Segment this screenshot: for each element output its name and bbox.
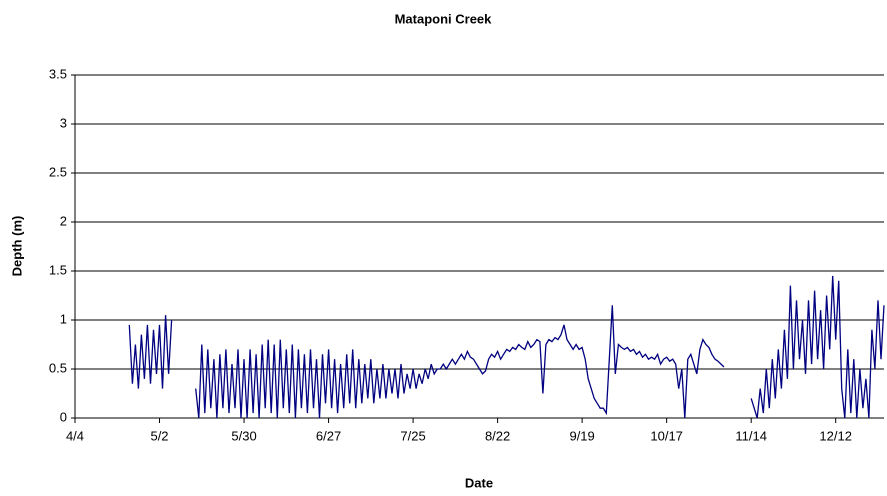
x-axis-label: Date xyxy=(465,475,493,490)
x-tick-label: 8/22 xyxy=(485,428,510,443)
x-tick-label: 5/30 xyxy=(231,428,256,443)
y-tick-label: 1 xyxy=(60,311,67,326)
y-tick-label: 0.5 xyxy=(49,360,67,375)
x-tick-label: 6/27 xyxy=(316,428,341,443)
x-tick-label: 5/2 xyxy=(150,428,168,443)
x-tick-label: 9/19 xyxy=(569,428,594,443)
x-tick-label: 12/12 xyxy=(819,428,852,443)
y-tick-label: 2.5 xyxy=(49,164,67,179)
chart-title: Mataponi Creek xyxy=(395,11,493,26)
y-tick-label: 3 xyxy=(60,115,67,130)
x-tick-label: 11/14 xyxy=(735,428,767,443)
x-tick-label: 10/17 xyxy=(650,428,683,443)
data-line xyxy=(128,275,885,419)
y-tick-label: 3.5 xyxy=(49,66,67,81)
y-tick-label: 1.5 xyxy=(49,262,67,277)
x-tick-label: 7/25 xyxy=(400,428,425,443)
y-tick-label: 2 xyxy=(60,213,67,228)
y-tick-label: 0 xyxy=(60,409,67,424)
x-tick-label: 4/4 xyxy=(66,428,84,443)
y-axis-label: Depth (m) xyxy=(9,216,24,277)
